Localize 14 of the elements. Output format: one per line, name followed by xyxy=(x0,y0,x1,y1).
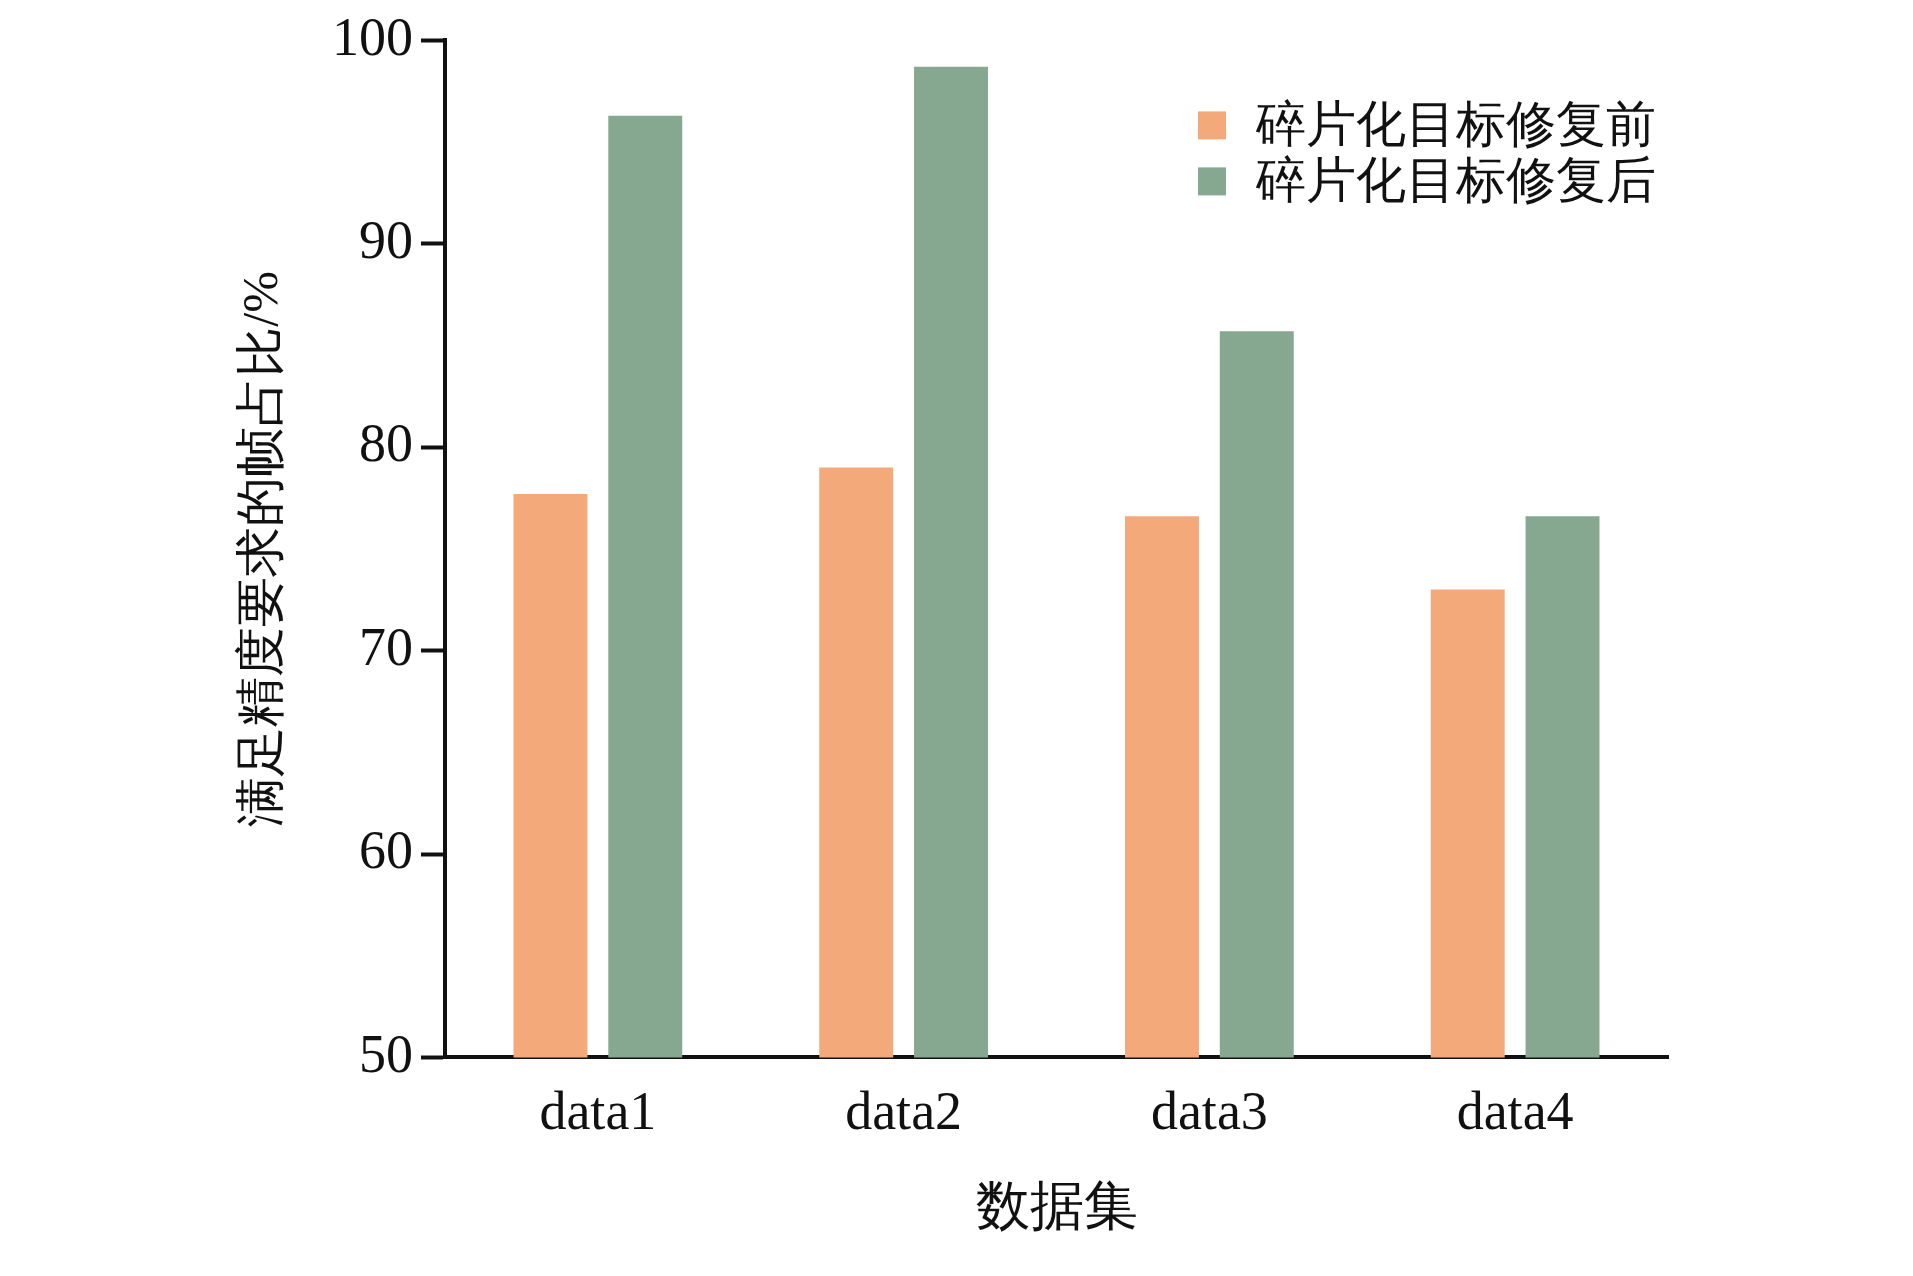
y-tick-label: 80 xyxy=(359,413,413,474)
x-tick-label: data1 xyxy=(539,1080,657,1141)
y-tick-label: 70 xyxy=(359,616,413,677)
x-axis-title: 数据集 xyxy=(975,1175,1138,1236)
legend-label: 碎片化目标修复后 xyxy=(1255,151,1656,208)
y-tick-label: 60 xyxy=(359,820,413,881)
y-tick-label: 90 xyxy=(359,209,413,270)
x-tick-label: data2 xyxy=(845,1080,963,1141)
y-axis-title: 满足精度要求的帧占比/% xyxy=(232,271,289,827)
y-tick-label: 50 xyxy=(359,1023,413,1084)
x-tick-label: data4 xyxy=(1456,1080,1574,1141)
y-tick-label: 100 xyxy=(332,6,413,67)
legend-label: 碎片化目标修复前 xyxy=(1255,95,1656,152)
x-tick-label: data3 xyxy=(1150,1080,1268,1141)
